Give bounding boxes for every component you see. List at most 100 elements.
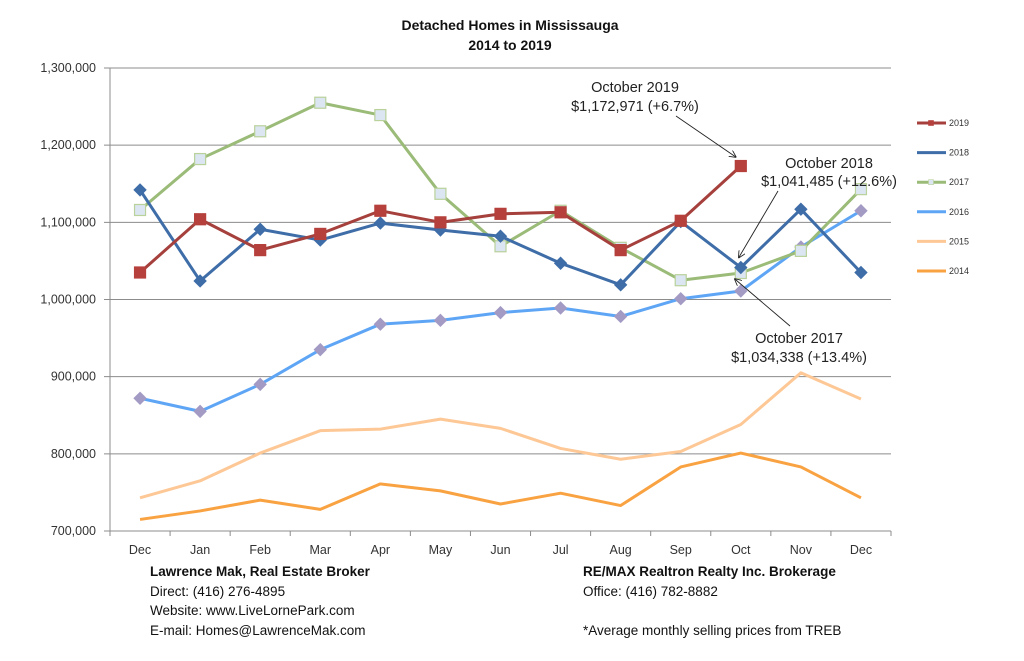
series-2018 [133, 183, 868, 292]
x-tick-label: May [429, 543, 453, 557]
x-tick-label: Jun [490, 543, 510, 557]
legend-marker [928, 179, 934, 185]
x-axis: Dec Jan Feb Mar Apr May Jun Jul Aug Sep Oct Nov Dec [109, 530, 892, 557]
brokerage-info: RE/MAX Realtron Realty Inc. Brokerage Of… [583, 562, 841, 640]
series-line-2014 [139, 451, 862, 521]
data-point [193, 404, 207, 419]
data-point [614, 244, 627, 257]
annotation-label: October 2019 [591, 80, 679, 96]
series-2017 [133, 96, 868, 287]
data-point [794, 202, 808, 216]
data-point [434, 216, 447, 229]
x-tick-label: Jan [190, 543, 210, 557]
y-axis: 700,000 800,000 900,000 1,000,000 1,100,000 1… [40, 61, 111, 538]
annotations: October 2019$1,172,971 (+6.7%)October 20… [571, 80, 897, 366]
legend-label-2014: 2014 [949, 266, 969, 276]
data-point [193, 274, 207, 288]
data-point [794, 244, 807, 257]
legend-label-2018: 2018 [949, 148, 969, 158]
data-point [133, 391, 147, 405]
data-point [854, 183, 868, 196]
data-point [674, 274, 687, 287]
legend: 2019 2018 2017 2016 2015 2014 [917, 118, 969, 276]
x-tick-label: Sep [670, 543, 692, 557]
brokerage-office-phone: Office: (416) 782-8882 [583, 583, 718, 599]
data-point [374, 204, 387, 217]
annotation-label: October 2018 [785, 156, 873, 172]
data-point [613, 309, 628, 324]
brokerage-name: RE/MAX Realtron Realty Inc. Brokerage [583, 564, 836, 579]
annotation-2017: October 2017 $1,034,338 (+13.4%) [731, 279, 867, 366]
data-point [194, 152, 207, 166]
data-source-note: *Average monthly selling prices from TRE… [583, 622, 842, 638]
y-tick-label: 800,000 [51, 447, 96, 461]
annotation-value: $1,041,485 (+12.6%) [761, 174, 897, 190]
legend-label-2019: 2019 [949, 118, 969, 128]
legend-label-2017: 2017 [949, 177, 969, 187]
chart-title: Detached Homes in Mississauga [401, 17, 618, 33]
data-point [554, 206, 567, 219]
x-tick-label: Nov [790, 543, 813, 557]
y-tick-label: 900,000 [51, 370, 96, 384]
data-point [133, 183, 147, 197]
data-point [493, 305, 508, 320]
x-tick-label: Dec [129, 543, 151, 557]
data-point [253, 222, 267, 236]
y-tick-label: 700,000 [51, 524, 96, 538]
data-point [734, 260, 748, 275]
data-point [373, 216, 388, 230]
data-point [674, 292, 688, 306]
data-point [553, 301, 568, 315]
data-point [734, 159, 747, 173]
x-tick-label: Feb [249, 543, 271, 557]
series-2016 [133, 204, 868, 419]
series-2015 [139, 371, 862, 500]
annotation-label: October 2017 [755, 331, 843, 347]
data-point [313, 342, 327, 357]
data-point [374, 108, 387, 122]
data-point [314, 227, 327, 241]
data-point [674, 214, 687, 227]
broker-name: Lawrence Mak, Real Estate Broker [150, 564, 370, 579]
annotation-2019: October 2019 $1,172,971 (+6.7%) [571, 80, 736, 157]
data-point [133, 266, 147, 279]
data-point [553, 256, 568, 270]
data-point [613, 278, 628, 292]
annotation-arrow [739, 190, 779, 257]
annotation-value: $1,034,338 (+13.4%) [731, 350, 867, 366]
annotation-value: $1,172,971 (+6.7%) [571, 99, 699, 115]
data-point [434, 187, 447, 200]
legend-marker [928, 120, 934, 126]
x-tick-label: Jul [553, 543, 569, 557]
data-point [373, 317, 388, 331]
data-point [254, 244, 267, 257]
x-tick-label: Aug [610, 543, 632, 557]
legend-label-2016: 2016 [949, 207, 969, 217]
data-point [314, 96, 327, 109]
data-point [254, 125, 267, 138]
y-tick-label: 1,300,000 [40, 61, 96, 75]
x-tick-label: Dec [850, 543, 872, 557]
x-tick-label: Oct [731, 543, 751, 557]
annotation-arrow [675, 115, 736, 157]
broker-website[interactable]: Website: www.LiveLornePark.com [150, 603, 355, 618]
series-2019 [133, 159, 747, 279]
y-tick-label: 1,000,000 [40, 293, 96, 307]
chart-subtitle: 2014 to 2019 [468, 37, 551, 53]
data-point [493, 229, 508, 243]
annotation-2018: October 2018 $1,041,485 (+12.6%) [739, 156, 897, 257]
y-tick-label: 1,100,000 [40, 215, 96, 229]
data-point [854, 265, 868, 280]
data-point [494, 207, 507, 220]
series-line-2017 [139, 101, 863, 282]
series-2014 [139, 451, 862, 521]
data-point [253, 377, 267, 392]
broker-direct-phone: Direct: (416) 276-4895 [150, 583, 286, 599]
x-tick-label: Apr [371, 543, 390, 557]
y-tick-label: 1,200,000 [40, 138, 96, 152]
legend-label-2015: 2015 [949, 236, 969, 246]
series-lines [133, 96, 868, 521]
data-point [734, 284, 748, 298]
broker-email[interactable]: E-mail: Homes@LawrenceMak.com [150, 622, 366, 638]
